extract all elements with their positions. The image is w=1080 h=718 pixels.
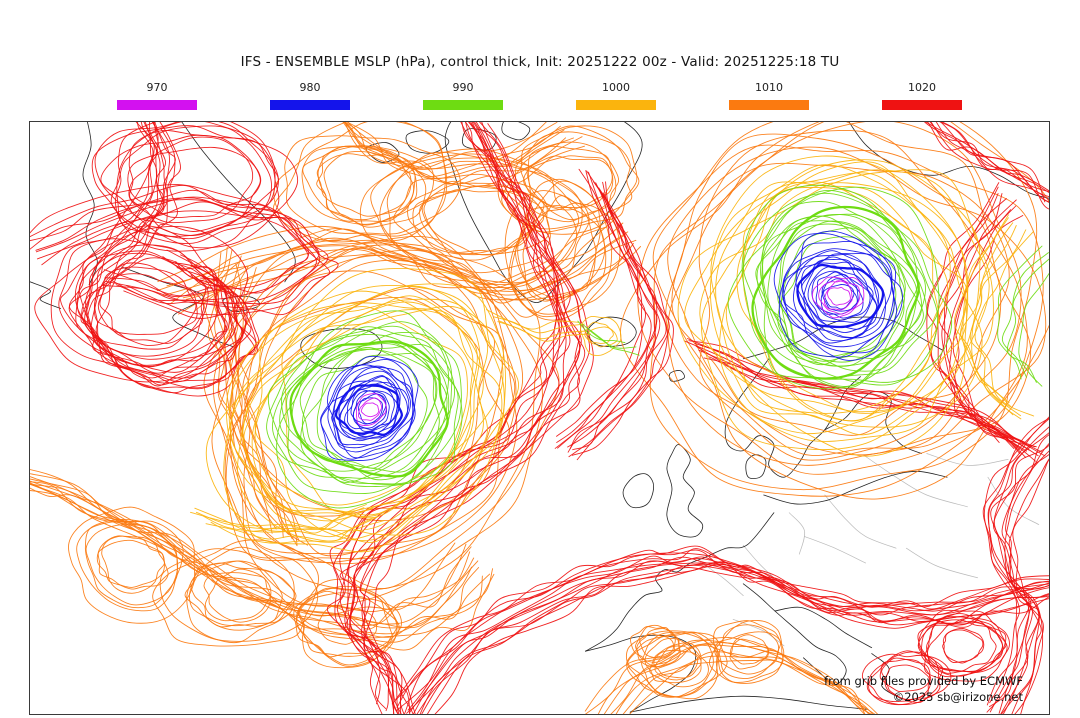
attribution-line1: from grib files provided by ECMWF [824, 674, 1023, 688]
chart-title: IFS - ENSEMBLE MSLP (hPa), control thick… [240, 54, 840, 70]
map-frame: from grib files provided by ECMWF ©2025 … [29, 121, 1050, 715]
legend-item: 1010 [729, 81, 809, 110]
legend-label: 970 [146, 81, 168, 94]
legend-swatch [729, 100, 809, 110]
legend-swatch [576, 100, 656, 110]
legend-item: 990 [423, 81, 503, 110]
legend-item: 1000 [576, 81, 656, 110]
legend-label: 1020 [908, 81, 936, 94]
legend-label: 1010 [755, 81, 783, 94]
legend-swatch [270, 100, 350, 110]
legend-label: 980 [299, 81, 321, 94]
legend-item: 980 [270, 81, 350, 110]
legend-swatch [423, 100, 503, 110]
legend-item: 1020 [882, 81, 962, 110]
attribution: from grib files provided by ECMWF ©2025 … [824, 673, 1023, 705]
legend-swatch [882, 100, 962, 110]
attribution-line2: ©2025 sb@irizone.net [892, 690, 1023, 704]
legend-label: 1000 [602, 81, 630, 94]
legend-item: 970 [117, 81, 197, 110]
legend-label: 990 [452, 81, 474, 94]
pressure-map [30, 122, 1049, 714]
legend: 970 980 990 1000 1010 1020 [117, 81, 962, 110]
legend-swatch [117, 100, 197, 110]
